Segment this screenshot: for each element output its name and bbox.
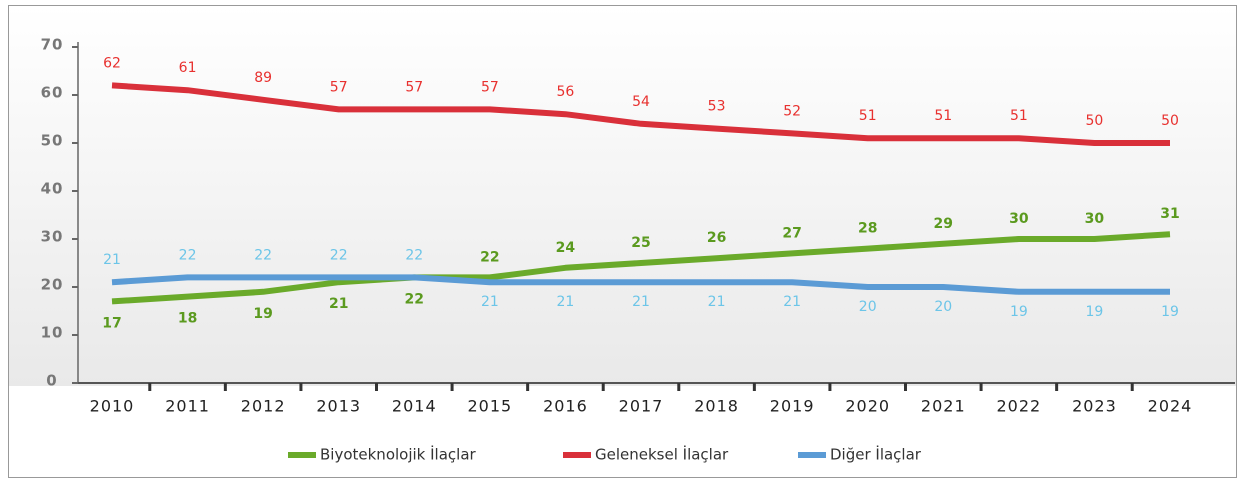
data-label: 57 xyxy=(405,79,423,95)
data-label: 89 xyxy=(254,70,272,86)
data-label: 51 xyxy=(859,108,877,124)
data-label: 31 xyxy=(1160,206,1179,222)
data-label: 21 xyxy=(481,294,499,310)
data-label: 19 xyxy=(1010,304,1028,320)
legend-label: Diğer İlaçlar xyxy=(830,445,922,464)
data-label: 51 xyxy=(1010,108,1028,124)
data-label: 54 xyxy=(632,94,650,110)
data-label: 20 xyxy=(859,299,877,315)
data-label: 19 xyxy=(1161,304,1179,320)
x-tick-label: 2018 xyxy=(694,397,739,416)
x-tick-label: 2023 xyxy=(1072,397,1117,416)
series-line xyxy=(111,82,1170,146)
data-label: 28 xyxy=(858,221,877,237)
data-label: 52 xyxy=(783,103,801,119)
data-label: 51 xyxy=(934,108,952,124)
data-label: 19 xyxy=(253,306,272,322)
data-label: 22 xyxy=(254,247,272,263)
data-label: 56 xyxy=(557,84,575,100)
x-tick-label: 2015 xyxy=(467,397,512,416)
data-label: 57 xyxy=(330,79,348,95)
data-label: 30 xyxy=(1085,211,1105,227)
data-label: 21 xyxy=(103,252,121,268)
data-label: 22 xyxy=(405,247,423,263)
data-label: 22 xyxy=(480,249,499,265)
data-label: 30 xyxy=(1009,211,1029,227)
y-tick-label: 0 xyxy=(46,372,57,390)
series-line xyxy=(111,231,1171,305)
y-tick-label: 70 xyxy=(41,36,64,54)
x-tick-label: 2012 xyxy=(241,397,286,416)
data-label: 27 xyxy=(782,225,801,241)
data-label: 53 xyxy=(708,99,726,115)
plot: 0 10 20 30 40 50 60 70 2010 2011 2012 2013 2014 2015 2… xyxy=(41,36,1235,464)
data-label: 24 xyxy=(556,240,576,256)
x-tick-label: 2013 xyxy=(316,397,361,416)
data-label: 57 xyxy=(481,79,499,95)
data-label: 50 xyxy=(1161,113,1179,129)
data-label: 22 xyxy=(179,247,197,263)
y-tick-label: 50 xyxy=(41,132,64,150)
data-label: 18 xyxy=(178,311,197,327)
data-label: 50 xyxy=(1086,113,1104,129)
data-label: 21 xyxy=(708,294,726,310)
legend-label: Geleneksel İlaçlar xyxy=(595,445,729,464)
y-tick-label: 10 xyxy=(41,324,64,342)
data-label: 19 xyxy=(1086,304,1104,320)
x-tick-label: 2014 xyxy=(392,397,437,416)
data-label: 26 xyxy=(707,230,726,246)
x-tick-label: 2020 xyxy=(845,397,890,416)
data-label: 22 xyxy=(405,291,424,307)
x-tick-label: 2024 xyxy=(1148,397,1193,416)
data-label: 17 xyxy=(102,315,121,331)
series-line xyxy=(111,274,1170,295)
x-tick-label: 2021 xyxy=(921,397,966,416)
data-label: 25 xyxy=(631,235,650,251)
data-label: 21 xyxy=(632,294,650,310)
legend-label: Biyoteknolojik İlaçlar xyxy=(320,445,477,464)
x-tick-label: 2017 xyxy=(619,397,664,416)
x-tick-label: 2011 xyxy=(165,397,210,416)
y-tick-label: 20 xyxy=(41,276,64,294)
data-label: 21 xyxy=(329,296,348,312)
data-label: 20 xyxy=(934,299,952,315)
data-label: 62 xyxy=(103,55,121,71)
y-tick-label: 40 xyxy=(41,180,64,198)
y-tick-label: 30 xyxy=(41,228,64,246)
data-label: 61 xyxy=(179,60,197,76)
x-tick-label: 2016 xyxy=(543,397,588,416)
x-tick-label: 2010 xyxy=(90,397,135,416)
y-tick-label: 60 xyxy=(41,84,64,102)
data-label: 21 xyxy=(783,294,801,310)
data-label: 22 xyxy=(330,247,348,263)
plot-background xyxy=(9,6,1236,386)
x-tick-label: 2019 xyxy=(770,397,815,416)
data-label: 29 xyxy=(934,216,953,232)
x-tick-label: 2022 xyxy=(996,397,1041,416)
data-label: 21 xyxy=(557,294,575,310)
